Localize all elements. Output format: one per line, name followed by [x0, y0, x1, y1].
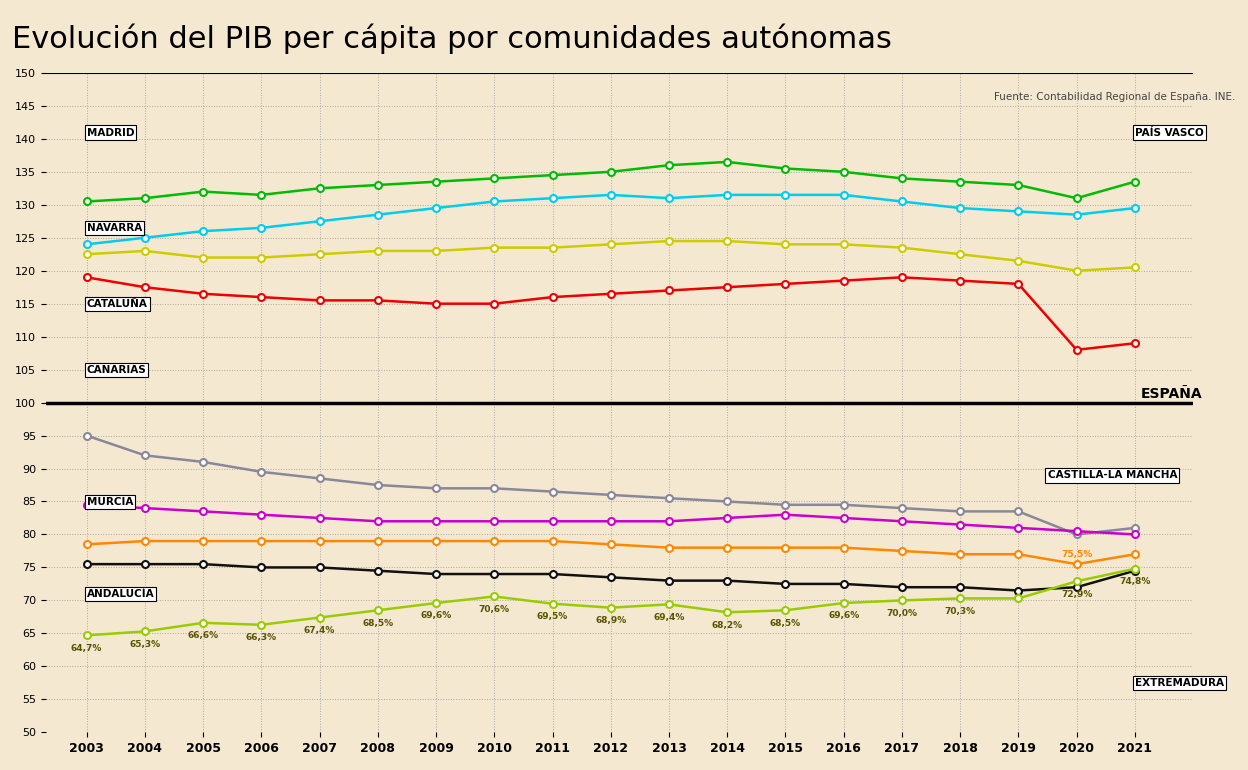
Text: 75,5%: 75,5%	[1061, 551, 1092, 559]
Text: 70,3%: 70,3%	[945, 607, 976, 616]
Text: 64,7%: 64,7%	[71, 644, 102, 653]
Text: Fuente: Contabilidad Regional de España. INE.: Fuente: Contabilidad Regional de España.…	[995, 92, 1236, 102]
Text: NAVARRA: NAVARRA	[86, 223, 142, 233]
Text: MADRID: MADRID	[86, 128, 134, 138]
Text: CANARIAS: CANARIAS	[86, 365, 146, 375]
Text: 68,9%: 68,9%	[595, 616, 626, 625]
Text: 74,8%: 74,8%	[1119, 577, 1151, 586]
Text: 66,6%: 66,6%	[187, 631, 218, 640]
Text: 69,6%: 69,6%	[829, 611, 860, 621]
Text: 68,5%: 68,5%	[362, 618, 393, 628]
Text: 67,4%: 67,4%	[303, 626, 336, 634]
Text: MURCIA: MURCIA	[86, 497, 134, 507]
Text: 69,5%: 69,5%	[537, 612, 568, 621]
Text: ANDALUCÍA: ANDALUCÍA	[86, 589, 155, 599]
Text: 69,6%: 69,6%	[421, 611, 452, 621]
Text: PAÍS VASCO: PAÍS VASCO	[1134, 128, 1203, 138]
Text: 70,6%: 70,6%	[479, 604, 510, 614]
Text: 69,4%: 69,4%	[653, 613, 685, 621]
Text: 68,5%: 68,5%	[770, 618, 801, 628]
Text: ESPAÑA: ESPAÑA	[1141, 387, 1202, 400]
Text: Evolución del PIB per cápita por comunidades autónomas: Evolución del PIB per cápita por comunid…	[12, 23, 892, 54]
Text: 70,0%: 70,0%	[886, 608, 917, 618]
Text: EXTREMADURA: EXTREMADURA	[1134, 678, 1224, 688]
Text: CASTILLA-LA MANCHA: CASTILLA-LA MANCHA	[1047, 470, 1177, 480]
Text: CATALUÑA: CATALUÑA	[86, 299, 147, 309]
Text: 68,2%: 68,2%	[711, 621, 743, 630]
Text: 66,3%: 66,3%	[246, 633, 277, 642]
Text: 72,9%: 72,9%	[1061, 590, 1092, 598]
Text: 65,3%: 65,3%	[130, 640, 161, 648]
